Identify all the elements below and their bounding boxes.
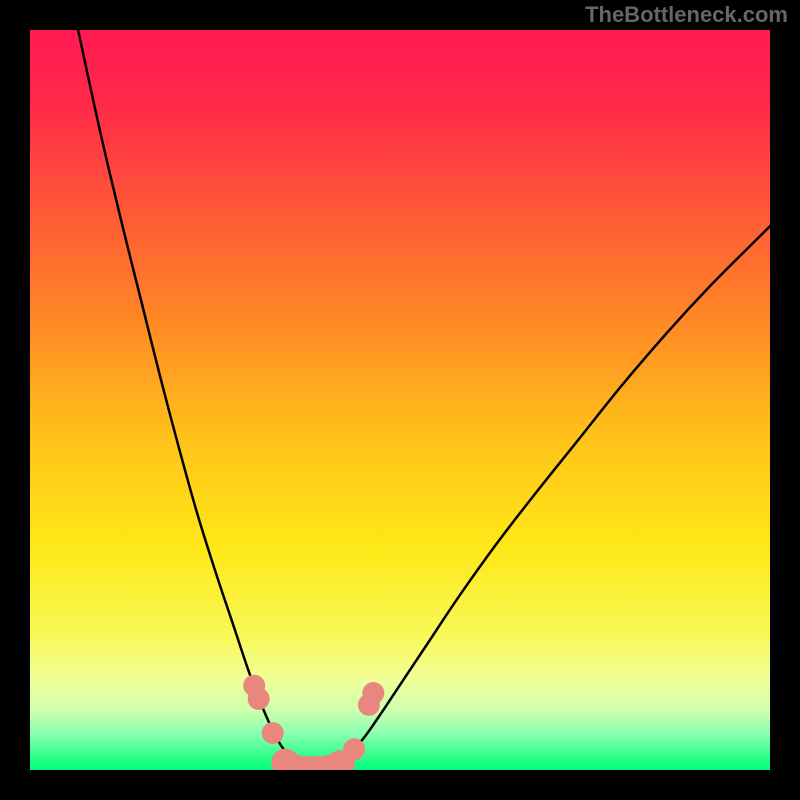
marker-dot bbox=[362, 682, 384, 704]
plot-area bbox=[30, 30, 770, 770]
outer-frame: TheBottleneck.com bbox=[0, 0, 800, 800]
marker-dot bbox=[262, 722, 284, 744]
curve-right-arm bbox=[315, 226, 770, 768]
curve-left-arm bbox=[78, 30, 315, 769]
marker-dot bbox=[248, 688, 270, 710]
marker-dot bbox=[343, 738, 365, 760]
chart-overlay bbox=[30, 30, 770, 770]
marker-cluster bbox=[243, 675, 384, 770]
watermark-text: TheBottleneck.com bbox=[585, 2, 788, 28]
